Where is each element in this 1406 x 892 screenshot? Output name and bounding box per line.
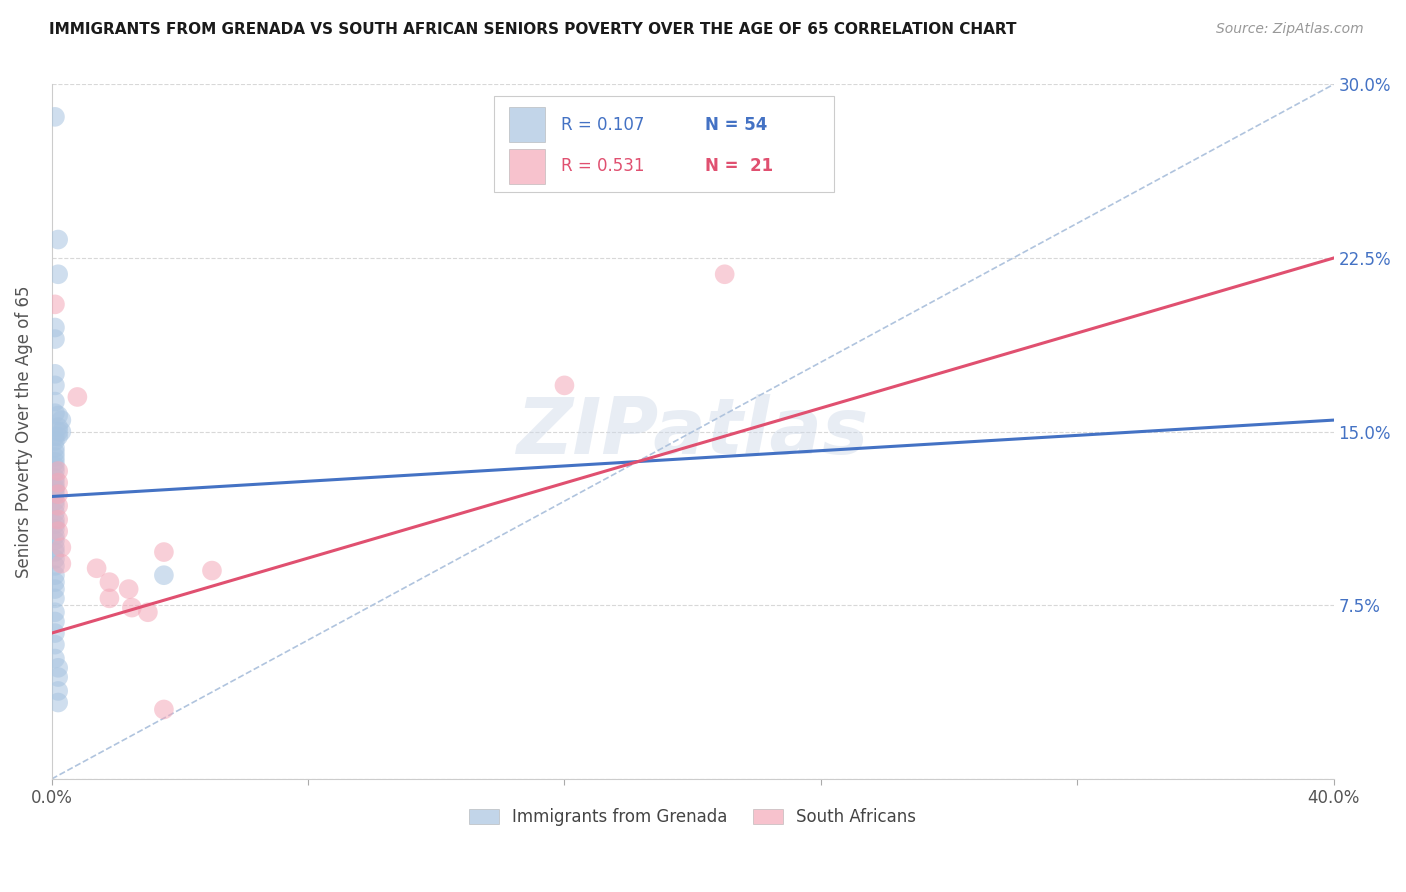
Point [44,110,66,124]
Point [44,445,66,459]
Point [46,233,69,247]
Point [46,696,69,710]
Point [153,702,176,716]
Point [44,626,66,640]
Bar [509,107,546,142]
Point [46,684,69,698]
Point [44,475,66,490]
Text: R = 0.107: R = 0.107 [561,116,644,134]
Point [44,406,66,420]
Point [44,552,66,566]
Point [44,455,66,469]
Point [553,378,575,392]
Point [44,394,66,409]
Point [51,541,73,555]
Text: R = 0.531: R = 0.531 [561,157,644,175]
Point [46,661,69,675]
Point [44,591,66,606]
Point [44,517,66,532]
FancyBboxPatch shape [494,96,834,192]
Text: ZIPatlas: ZIPatlas [516,393,869,470]
Point [44,522,66,536]
Point [153,545,176,559]
Point [46,464,69,478]
Point [44,332,66,346]
Point [44,499,66,513]
Point [44,575,66,590]
Point [98,591,121,606]
Point [46,475,69,490]
Point [44,533,66,548]
Point [51,557,73,571]
Point [153,568,176,582]
Point [44,471,66,485]
Point [46,513,69,527]
Point [46,670,69,684]
Point [44,651,66,665]
Point [44,545,66,559]
Point [44,582,66,596]
Point [44,615,66,629]
Point [44,494,66,508]
Point [44,459,66,474]
Point [44,483,66,497]
Point [44,320,66,334]
Point [46,487,69,501]
Point [44,506,66,520]
Point [201,564,224,578]
Point [44,638,66,652]
Point [86,561,108,575]
Text: Source: ZipAtlas.com: Source: ZipAtlas.com [1216,22,1364,37]
Point [44,464,66,478]
Point [44,480,66,494]
Point [98,575,121,590]
Y-axis label: Seniors Poverty Over the Age of 65: Seniors Poverty Over the Age of 65 [15,285,32,578]
Point [51,425,73,439]
Point [46,420,69,434]
Point [44,441,66,455]
Point [44,429,66,443]
Point [44,541,66,555]
Point [136,605,159,619]
Point [46,429,69,443]
Point [66,390,89,404]
Point [118,582,141,596]
Point [44,297,66,311]
Point [44,568,66,582]
Bar [509,149,546,184]
Point [46,524,69,539]
Point [44,378,66,392]
Point [44,487,66,501]
Point [46,267,69,281]
Text: N = 54: N = 54 [706,116,768,134]
Point [44,513,66,527]
Point [46,409,69,423]
Point [46,425,69,439]
Text: IMMIGRANTS FROM GRENADA VS SOUTH AFRICAN SENIORS POVERTY OVER THE AGE OF 65 CORR: IMMIGRANTS FROM GRENADA VS SOUTH AFRICAN… [49,22,1017,37]
Point [51,413,73,427]
Point [44,434,66,448]
Point [44,529,66,543]
Point [121,600,143,615]
Point [44,450,66,464]
Legend: Immigrants from Grenada, South Africans: Immigrants from Grenada, South Africans [463,802,922,833]
Point [46,499,69,513]
Text: N =  21: N = 21 [706,157,773,175]
Point [44,558,66,573]
Point [44,605,66,619]
Point [713,267,735,281]
Point [44,367,66,381]
